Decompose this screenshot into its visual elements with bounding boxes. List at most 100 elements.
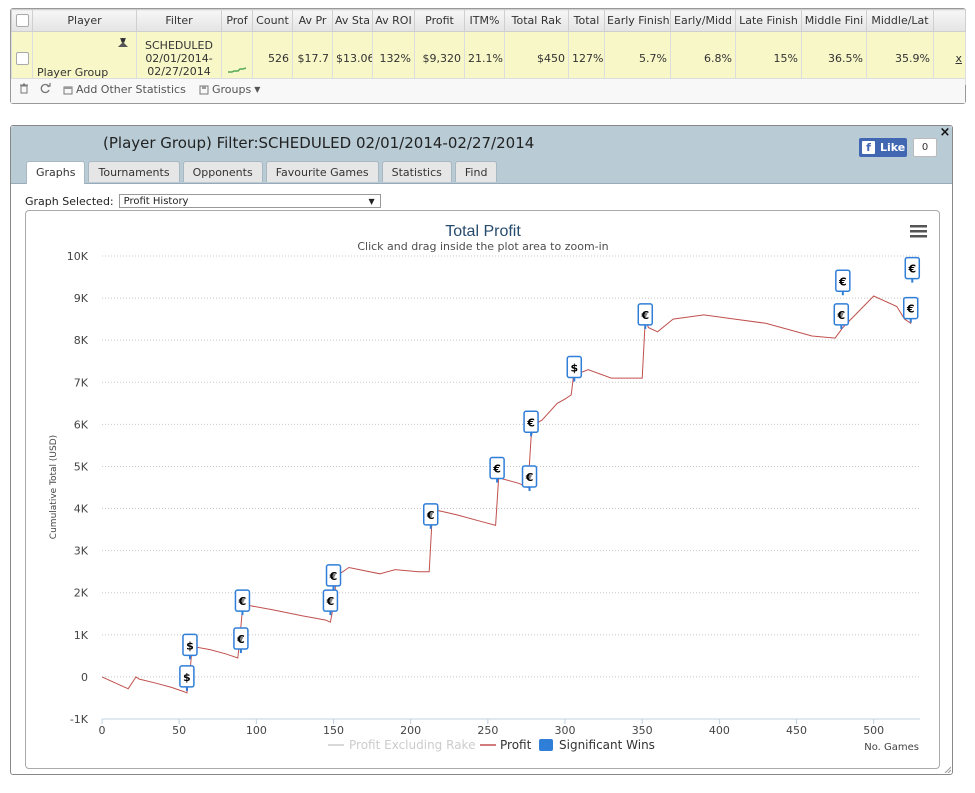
col-header-early-finish[interactable]: Early Finish [604,9,671,32]
col-header-av-roi[interactable]: Av ROI [372,9,415,32]
y-tick-label: 1K [74,629,89,642]
table-row[interactable]: Player Group SCHEDULED 02/01/2014-02/27/… [11,31,966,85]
av-sta-cell: $13.06 [332,31,373,85]
graph-panel: (Player Group) Filter:SCHEDULED 02/01/20… [10,125,953,775]
stats-table: Player Filter Prof Count Av Pr Av Sta Av… [11,9,966,85]
middle-lat-cell: 35.9% [866,31,934,85]
total-cell: 127% [568,31,605,85]
graph-panel-header: (Player Group) Filter:SCHEDULED 02/01/20… [11,126,952,184]
legend-profit: Profit [500,738,532,752]
x-tick-label: 100 [246,724,267,737]
significant-win-symbol: € [640,309,649,322]
col-header-av-sta[interactable]: Av Sta [332,9,373,32]
col-header-player[interactable]: Player [32,9,137,32]
tab-opponents[interactable]: Opponents [182,161,263,182]
col-header-prof[interactable]: Prof [221,9,253,32]
col-header-av-pr[interactable]: Av Pr [292,9,333,32]
tab-tournaments[interactable]: Tournaments [88,161,180,182]
col-header-total[interactable]: Total [568,9,605,32]
col-header-filter[interactable]: Filter [136,9,222,32]
significant-win-flag [422,503,439,526]
av-roi-cell: 132% [372,31,415,85]
col-header-count[interactable]: Count [252,9,293,32]
significant-win-symbol: € [838,275,847,288]
significant-win-symbol: € [525,471,534,484]
y-tick-label: -1K [70,713,89,726]
significant-win-symbol: € [236,633,245,646]
player-cell[interactable]: Player Group [32,31,137,85]
col-header-total-rake[interactable]: Total Rak [504,9,569,32]
significant-win-flag [637,303,654,326]
tab-statistics[interactable]: Statistics [381,161,452,182]
significant-win-flag [904,256,921,280]
legend-profit-ex-rake: Profit Excluding Rake [349,738,475,752]
y-axis-title: Cumulative Total (USD) [49,435,59,539]
significant-win-symbol: € [526,416,535,429]
significant-win-symbol: € [836,309,845,322]
remove-row-link[interactable]: x [933,31,966,85]
row-checkbox[interactable] [11,31,33,85]
y-tick-label: 9K [74,292,89,305]
groups-label: Groups [212,83,252,96]
significant-win-symbol: € [329,570,338,583]
y-tick-label: 3K [74,545,89,558]
tab-find[interactable]: Find [454,161,498,182]
itm-cell: 21.1% [464,31,505,85]
significant-win-symbol: € [907,263,916,276]
x-tick-label: 450 [786,724,807,737]
profit-cell: $9,320 [414,31,465,85]
graph-select-dropdown[interactable]: Profit History ▼ [118,194,381,208]
significant-win-flag [523,410,539,434]
chart-container[interactable]: Total Profit Click and drag inside the pl… [25,210,940,769]
add-other-statistics-label: Add Other Statistics [76,83,186,96]
col-header-middle-lat[interactable]: Middle/Lat [866,9,934,32]
significant-win-flag [835,269,851,293]
significant-win-symbol: € [492,463,501,476]
y-tick-label: 8K [74,334,89,347]
graph-select-value: Profit History [123,196,189,207]
early-finish-cell: 5.7% [604,31,671,85]
col-header-profit[interactable]: Profit [414,9,465,32]
av-pr-cell: $17.7 [292,31,333,85]
x-tick-label: 400 [709,724,730,737]
col-header-middle-fini[interactable]: Middle Fini [801,9,867,32]
significant-win-flag [182,633,198,657]
col-header-early-mid[interactable]: Early/Midd [670,9,736,32]
player-group-icon [118,38,128,47]
significant-win-symbol: $ [570,362,578,375]
significant-win-symbol: $ [183,671,191,684]
tab-graphs[interactable]: Graphs [26,161,86,184]
y-tick-label: 4K [74,503,89,516]
facebook-icon: f [862,141,875,154]
chart-menu-icon[interactable] [910,225,927,238]
significant-win-flag [521,465,538,488]
resize-grip-icon[interactable] [943,765,951,773]
dropdown-arrow-icon: ▼ [368,197,375,206]
filter-cell: SCHEDULED 02/01/2014-02/27/2014 [136,31,222,85]
panel-title: (Player Group) Filter:SCHEDULED 02/01/20… [103,134,535,152]
x-tick-label: 50 [172,724,186,737]
significant-win-symbol: € [906,303,915,316]
close-panel-button[interactable]: × [939,125,951,140]
col-header-itm[interactable]: ITM% [464,9,505,32]
y-tick-label: 5K [74,460,89,473]
chart-title: Total Profit [445,223,521,240]
significant-win-flag [322,589,339,612]
col-header-late-finish[interactable]: Late Finish [735,9,802,32]
legend-significant-wins-swatch [539,739,553,751]
groups-dropdown[interactable]: Groups ▼ [199,83,260,96]
x-tick-label: 250 [477,724,498,737]
save-icon [199,85,209,94]
significant-win-flag [489,456,505,480]
significant-win-symbol: € [326,595,335,608]
table-header-row: Player Filter Prof Count Av Pr Av Sta Av… [11,9,966,32]
graph-selected-label: Graph Selected: [25,194,114,208]
facebook-like-button[interactable]: f Like [859,138,907,157]
tab-favourite-games[interactable]: Favourite Games [265,161,379,182]
select-all-checkbox[interactable] [11,9,33,32]
add-other-statistics-button[interactable]: Add Other Statistics [63,83,186,96]
refresh-icon[interactable] [40,83,51,94]
significant-win-symbol: € [238,595,247,608]
trash-icon[interactable] [19,83,29,94]
